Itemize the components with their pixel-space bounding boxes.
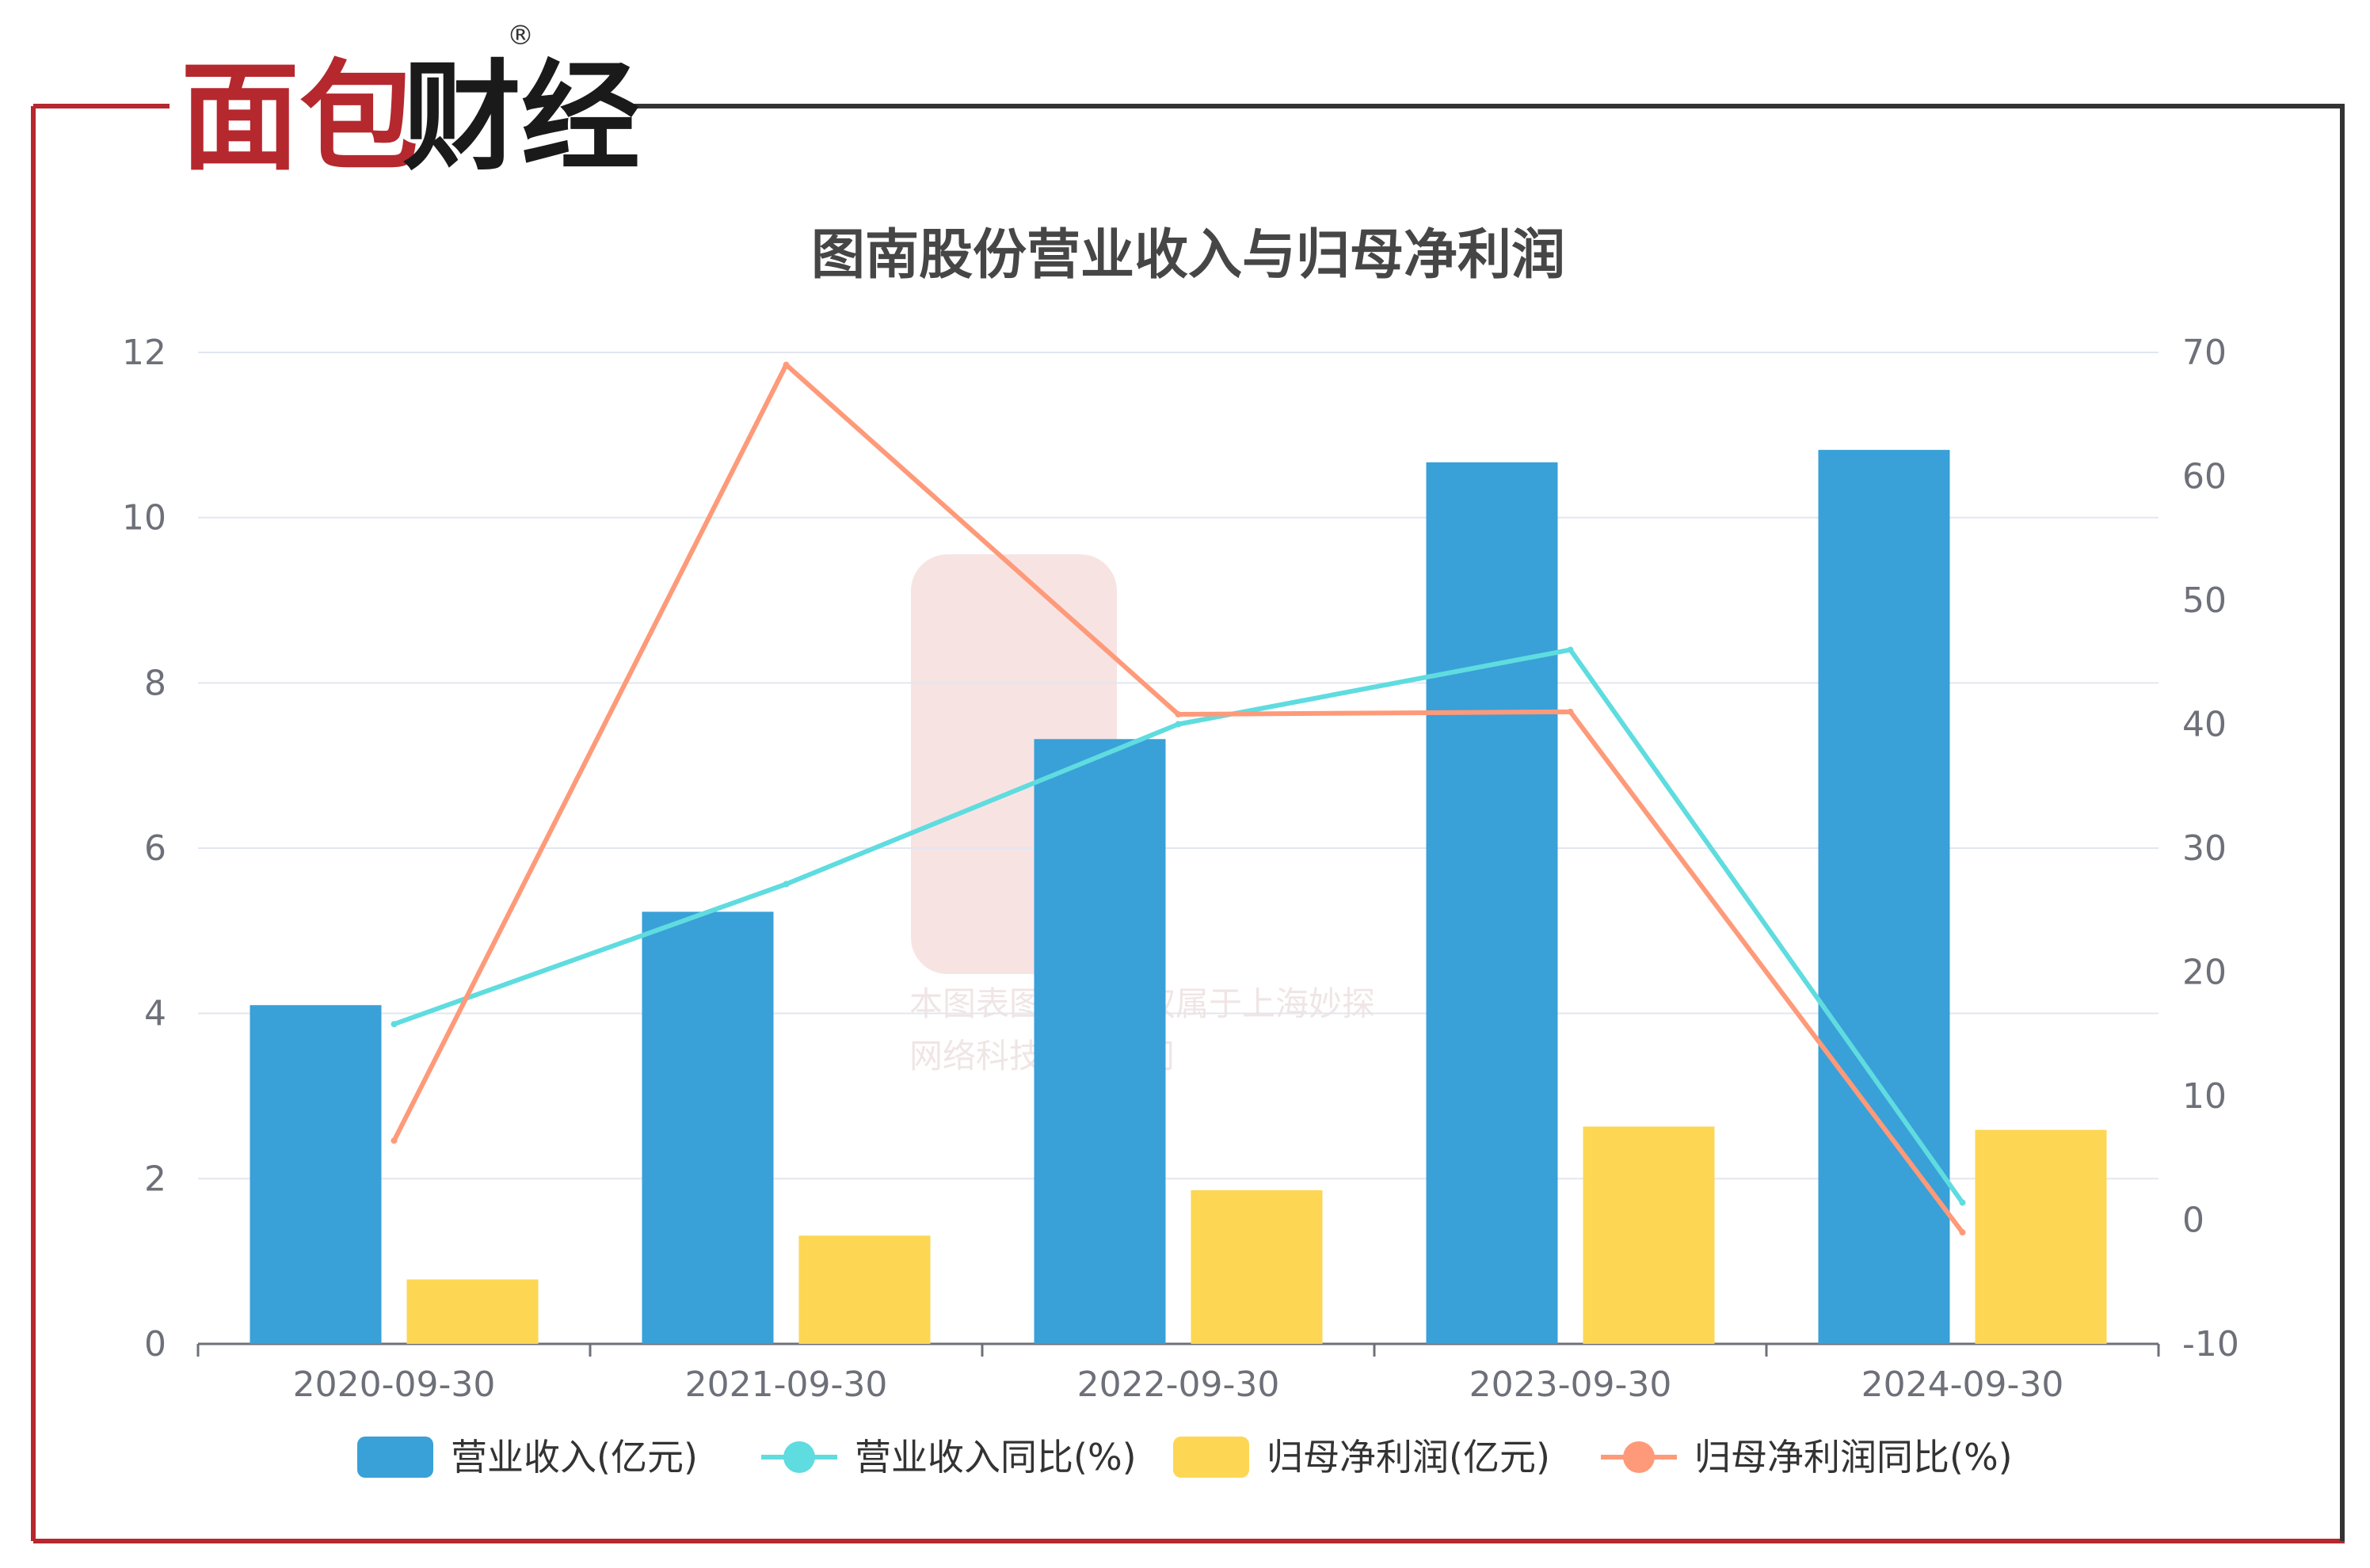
- legend-swatch-dot: [1623, 1441, 1655, 1473]
- y-left-tick-label: 2: [144, 1159, 166, 1199]
- bar-net-profit: [798, 1235, 931, 1344]
- legend-swatch-dot: [783, 1441, 815, 1473]
- y-right-tick-label: -10: [2182, 1324, 2239, 1364]
- bar-revenue: [250, 1005, 382, 1344]
- series-line-profit-yoy: [391, 362, 1964, 1234]
- y-left-tick-label: 6: [144, 828, 166, 869]
- line-point: [783, 361, 790, 368]
- series-line-revenue-yoy: [393, 647, 1964, 1205]
- y-right-tick-label: 20: [2182, 953, 2227, 993]
- line-point: [391, 1021, 398, 1028]
- legend-label: 归母净利润同比(%): [1694, 1436, 2013, 1479]
- y-left-tick-label: 8: [144, 663, 166, 703]
- y-left-tick-label: 12: [122, 333, 166, 373]
- logo-red-text: 面包: [181, 49, 418, 187]
- line-point: [1175, 710, 1182, 717]
- y-right-tick-label: 60: [2182, 457, 2227, 497]
- line-point: [1959, 1229, 1966, 1236]
- registered-mark: ®: [507, 20, 534, 51]
- y-right-tick-label: 30: [2182, 828, 2227, 869]
- x-tick-label: 2021-09-30: [685, 1364, 888, 1405]
- bars: [250, 450, 2107, 1345]
- axes: 0 2 4 6 8 10 12 -10 0 10 20 30 40 50 60 70 2020-09-30 202…: [122, 333, 2239, 1405]
- bar-revenue: [1818, 450, 1950, 1345]
- logo-black-text: 财经: [402, 49, 640, 187]
- y-right-tick-label: 10: [2182, 1076, 2227, 1117]
- legend-label: 归母净利润(亿元): [1267, 1436, 1550, 1479]
- x-tick-label: 2024-09-30: [1861, 1364, 2064, 1405]
- chart-title: 图南股份营业收入与归母净利润: [811, 224, 1565, 287]
- bar-revenue: [642, 911, 774, 1344]
- y-right-tick-label: 0: [2182, 1201, 2204, 1241]
- line-point: [1567, 646, 1574, 653]
- bar-net-profit: [1583, 1126, 1715, 1344]
- legend: 营业收入(亿元) 营业收入同比(%) 归母净利润(亿元) 归母净利润同比(%): [357, 1436, 2013, 1479]
- legend-label: 营业收入(亿元): [451, 1436, 698, 1479]
- lines: [391, 361, 1966, 1236]
- x-tick-label: 2023-09-30: [1469, 1364, 1672, 1405]
- y-left-tick-label: 4: [144, 994, 166, 1034]
- bar-net-profit: [1975, 1129, 2107, 1344]
- x-tick-label: 2022-09-30: [1077, 1364, 1280, 1405]
- y-right-tick-label: 70: [2182, 333, 2227, 373]
- bar-net-profit: [406, 1279, 539, 1344]
- legend-swatch-bar: [1173, 1437, 1249, 1478]
- bar-revenue: [1426, 462, 1558, 1344]
- frame: [31, 104, 2345, 1543]
- x-tick-label: 2020-09-30: [293, 1364, 496, 1405]
- y-right-tick-label: 50: [2182, 580, 2227, 621]
- y-right-tick-label: 40: [2182, 705, 2227, 745]
- line-point: [1959, 1199, 1966, 1206]
- line-point: [1567, 708, 1574, 715]
- legend-swatch-bar: [357, 1437, 433, 1478]
- line-point: [1175, 721, 1182, 728]
- bar-net-profit: [1191, 1189, 1323, 1344]
- y-left-tick-label: 0: [144, 1324, 166, 1364]
- brand-logo: 面包 财经 ®: [181, 20, 640, 187]
- legend-label: 营业收入同比(%): [855, 1436, 1137, 1479]
- bar-revenue: [1034, 739, 1166, 1344]
- line-point: [783, 881, 790, 888]
- y-left-tick-label: 10: [122, 498, 166, 539]
- line-point: [391, 1137, 398, 1144]
